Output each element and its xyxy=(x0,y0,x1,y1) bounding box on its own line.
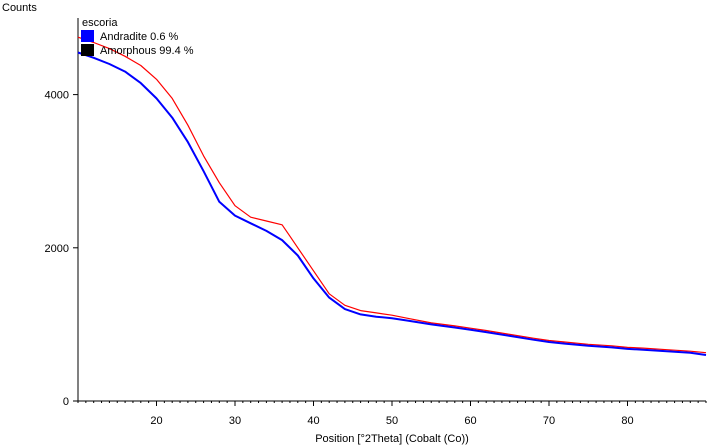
observed-pattern-line xyxy=(77,36,707,354)
legend-swatch-amorphous xyxy=(81,44,94,56)
legend-label-amorphous: Amorphous 99.4 % xyxy=(100,45,194,57)
x-tick-label: 40 xyxy=(307,415,319,427)
legend-label-andradite: Andradite 0.6 % xyxy=(100,31,178,43)
x-tick-label: 70 xyxy=(543,415,555,427)
calculated-pattern-line xyxy=(77,51,707,356)
legend-title: escoria xyxy=(82,17,118,29)
legend: escoria Andradite 0.6 % Amorphous 99.4 % xyxy=(81,17,194,57)
y-tick-label: 2000 xyxy=(45,243,69,255)
y-tick-label: 0 xyxy=(63,396,69,408)
series-layer xyxy=(77,36,707,356)
y-tick-label: 4000 xyxy=(45,90,69,102)
legend-swatch-andradite xyxy=(81,30,94,42)
y-axis-label: Counts xyxy=(2,2,37,14)
y-axis-ticks: 0 2000 4000 xyxy=(45,90,78,408)
x-axis-ticks: 20 30 40 50 60 70 80 xyxy=(77,401,707,427)
x-tick-label: 60 xyxy=(464,415,476,427)
x-tick-label: 50 xyxy=(386,415,398,427)
x-tick-label: 30 xyxy=(229,415,241,427)
x-tick-label: 20 xyxy=(150,415,162,427)
x-axis-label: Position [°2Theta] (Cobalt (Co)) xyxy=(315,433,469,445)
plot-frame xyxy=(77,18,706,402)
x-tick-label: 80 xyxy=(621,415,633,427)
